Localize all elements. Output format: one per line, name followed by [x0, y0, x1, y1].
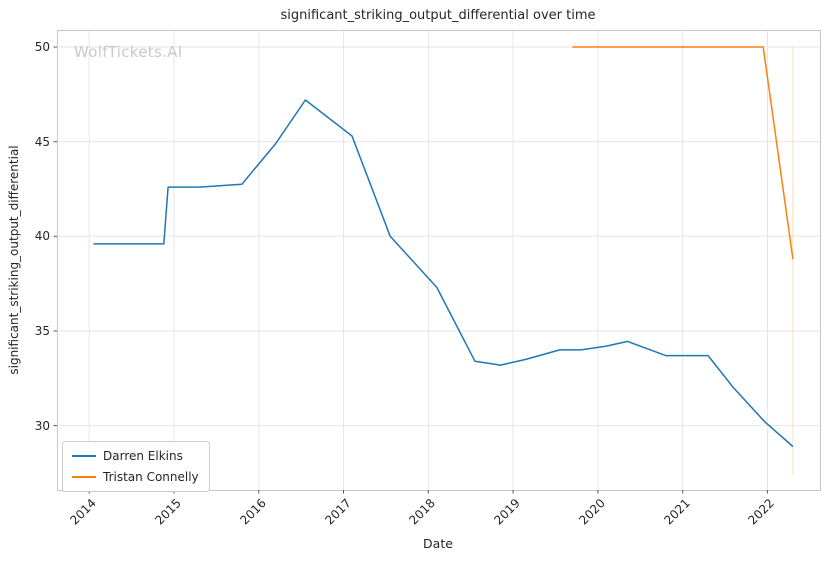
plot-border	[57, 30, 821, 491]
legend-line-swatch	[72, 455, 96, 457]
series-line	[572, 46, 794, 260]
legend-item: Darren Elkins	[72, 449, 199, 463]
legend-item: Tristan Connelly	[72, 470, 199, 484]
y-tick-label: 30	[34, 418, 50, 433]
y-axis-label: significant_striking_output_differential	[7, 145, 21, 375]
y-tick-label: 50	[34, 40, 50, 55]
legend: Darren Elkins Tristan Connelly	[62, 441, 210, 492]
legend-item-label: Tristan Connelly	[103, 470, 199, 484]
y-tick-label: 35	[34, 323, 50, 338]
legend-item-label: Darren Elkins	[103, 449, 183, 463]
series-line	[93, 99, 794, 448]
x-axis-label: Date	[423, 536, 453, 551]
watermark: WolfTickets.AI	[74, 43, 183, 61]
y-tick-label: 40	[34, 229, 50, 244]
chart-title: significant_striking_output_differential…	[280, 8, 596, 23]
y-tick-label: 45	[34, 134, 50, 149]
legend-line-swatch	[72, 476, 96, 478]
